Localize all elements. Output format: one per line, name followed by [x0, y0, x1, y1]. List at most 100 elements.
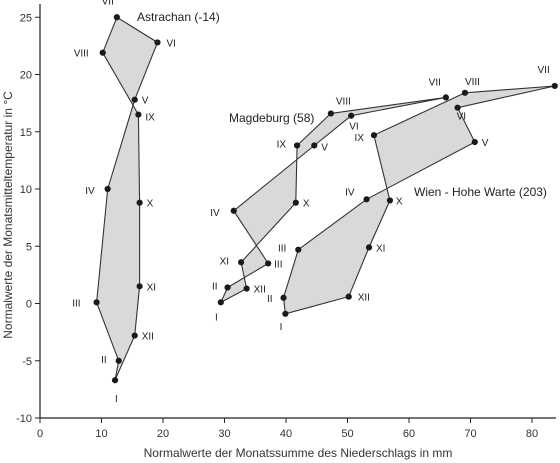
month-label-wien: VI — [457, 112, 466, 123]
data-point-wien — [295, 246, 302, 253]
x-axis-title: Normalwerte der Monatssumme des Niedersc… — [144, 446, 453, 460]
month-label-magdeburg: VI — [349, 122, 358, 133]
x-tick-label: 80 — [526, 428, 538, 440]
data-point-astrachan — [136, 199, 143, 206]
data-point-wien — [345, 293, 352, 300]
month-label-magdeburg: VIII — [336, 96, 351, 107]
month-label-wien: XII — [358, 293, 370, 304]
data-point-magdeburg — [327, 110, 334, 117]
data-point-magdeburg — [265, 260, 272, 267]
month-label-astrachan: VI — [166, 38, 175, 49]
month-label-astrachan: VII — [102, 0, 114, 7]
month-labels: IIIIIIIVVVIVIIVIIIIXXXIXIIIIIIIIIVVVIVII… — [72, 0, 550, 405]
month-label-magdeburg: V — [321, 142, 328, 153]
data-point-magdeburg — [311, 142, 318, 149]
data-point-wien — [471, 138, 478, 146]
month-label-magdeburg: I — [215, 312, 218, 323]
data-point-astrachan — [113, 14, 120, 21]
month-label-magdeburg: IX — [277, 139, 287, 150]
data-point-magdeburg — [238, 259, 245, 266]
month-label-wien: III — [278, 244, 286, 255]
month-label-wien: II — [267, 294, 273, 305]
data-point-wien — [551, 82, 558, 90]
month-label-astrachan: XII — [142, 332, 154, 343]
month-label-astrachan: X — [147, 199, 154, 210]
month-label-astrachan: III — [72, 298, 80, 309]
data-point-astrachan — [136, 283, 143, 290]
data-point-astrachan — [131, 332, 138, 339]
series-label-wien: Wien - Hohe Warte (203) — [414, 185, 547, 199]
month-label-wien: I — [280, 322, 283, 333]
data-point-magdeburg — [230, 207, 237, 214]
month-label-wien: XI — [376, 243, 385, 254]
month-label-wien: V — [482, 138, 489, 149]
series-labels: Astrachan (-14) Magdeburg (58) Wien - Ho… — [137, 10, 547, 199]
month-label-magdeburg: X — [303, 199, 310, 210]
month-label-magdeburg: IV — [210, 208, 220, 219]
data-point-magdeburg — [293, 142, 301, 149]
y-axis-title: Normalwerte der Monatsmitteltemperatur i… — [1, 91, 15, 339]
y-tick-label: -5 — [22, 356, 32, 368]
x-axis-ticks: 0 10 20 30 40 50 60 70 80 — [37, 418, 538, 440]
month-label-astrachan: V — [142, 96, 149, 107]
month-label-magdeburg: II — [212, 281, 218, 292]
data-point-magdeburg — [292, 199, 299, 206]
y-axis-ticks: -10 -5 0 5 10 15 20 25 — [16, 12, 40, 425]
data-point-magdeburg — [217, 299, 224, 306]
month-label-astrachan: II — [101, 355, 107, 366]
y-tick-label: -10 — [16, 413, 32, 425]
month-label-astrachan: VIII — [74, 49, 89, 60]
y-tick-label: 20 — [20, 70, 32, 82]
month-label-astrachan: IX — [145, 113, 155, 124]
series-points — [93, 14, 558, 384]
data-point-astrachan — [104, 185, 111, 193]
data-point-wien — [386, 197, 394, 204]
y-tick-label: 10 — [20, 184, 32, 196]
month-label-wien: X — [396, 196, 403, 207]
x-tick-label: 50 — [341, 428, 353, 440]
y-tick-label: 0 — [26, 299, 32, 311]
month-label-astrachan: I — [115, 394, 118, 405]
month-label-magdeburg: III — [274, 259, 282, 270]
data-point-wien — [363, 196, 370, 203]
month-label-wien: VII — [538, 65, 550, 76]
data-point-astrachan — [135, 111, 142, 118]
data-point-magdeburg — [442, 94, 449, 101]
data-point-astrachan — [131, 96, 138, 103]
data-point-astrachan — [115, 357, 122, 364]
data-point-astrachan — [111, 377, 119, 384]
series-label-magdeburg: Magdeburg (58) — [229, 111, 314, 125]
data-point-astrachan — [93, 299, 100, 306]
month-label-wien: IV — [345, 187, 355, 198]
x-tick-label: 30 — [218, 428, 230, 440]
data-point-wien — [370, 132, 378, 139]
data-point-wien — [461, 89, 469, 96]
x-tick-label: 40 — [280, 428, 292, 440]
y-tick-label: 15 — [20, 127, 32, 139]
x-tick-label: 10 — [95, 428, 107, 440]
data-point-wien — [365, 244, 373, 251]
data-point-wien — [454, 104, 461, 111]
y-tick-label: 25 — [20, 12, 32, 24]
data-point-wien — [280, 294, 287, 301]
month-label-wien: VIII — [465, 77, 480, 88]
data-point-magdeburg — [348, 112, 355, 119]
x-tick-label: 20 — [157, 428, 169, 440]
month-label-magdeburg: XI — [220, 256, 229, 267]
data-point-magdeburg — [243, 285, 250, 292]
x-tick-label: 0 — [37, 428, 43, 440]
data-point-astrachan — [154, 39, 161, 46]
x-tick-label: 60 — [403, 428, 415, 440]
month-label-astrachan: IV — [85, 186, 95, 197]
series-label-astrachan: Astrachan (-14) — [137, 10, 220, 24]
month-label-wien: IX — [354, 133, 364, 144]
month-label-magdeburg: XII — [254, 285, 266, 296]
month-label-astrachan: XI — [147, 282, 156, 293]
data-point-astrachan — [99, 49, 106, 56]
y-tick-label: 5 — [26, 241, 32, 253]
data-point-magdeburg — [224, 284, 231, 291]
month-label-magdeburg: VII — [429, 77, 441, 88]
x-tick-label: 70 — [464, 428, 476, 440]
data-point-wien — [282, 310, 289, 317]
